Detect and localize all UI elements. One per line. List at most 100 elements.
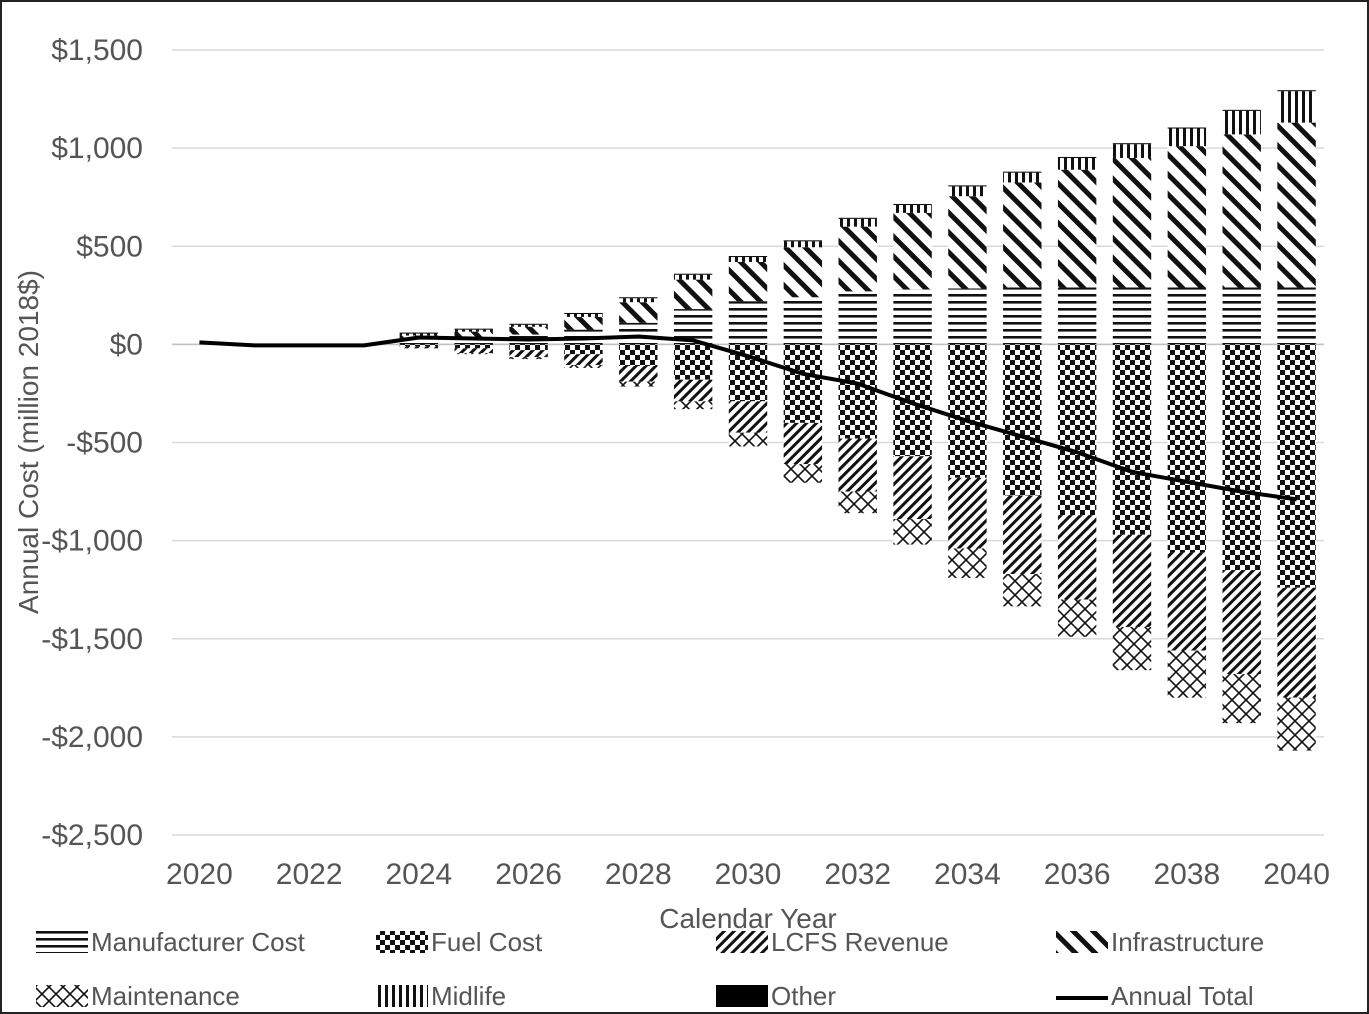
bar-maintenance-2040 [1277, 697, 1316, 751]
bar-midlife-2039 [1222, 110, 1261, 135]
bar-maintenance-2032 [838, 491, 877, 514]
bar-other-2028 [619, 297, 658, 299]
bar-other-2040 [1277, 90, 1316, 92]
legend-label-maintenance: Maintenance [91, 981, 240, 1011]
bar-lcfs-revenue-2031 [783, 422, 823, 465]
bar-manufacturer-cost-2030 [728, 301, 768, 345]
y-tick-label: $1,000 [51, 132, 143, 165]
bar-lcfs-revenue-2024 [399, 346, 439, 349]
bar-fuel-cost-2029 [673, 344, 713, 380]
bar-fuel-cost-2025 [454, 344, 493, 349]
bar-fuel-cost-2026 [509, 344, 548, 351]
y-axis-title: Annual Cost (million 2018$) [13, 270, 44, 614]
bar-midlife-2038 [1167, 128, 1207, 147]
bar-other-2032 [838, 217, 877, 219]
bar-midlife-2024 [399, 333, 439, 336]
bar-fuel-cost-2038 [1167, 344, 1207, 553]
annual-total-line-layer [199, 334, 1297, 502]
bar-maintenance-2033 [893, 519, 932, 545]
y-tick-label: $500 [76, 230, 143, 263]
bar-fuel-cost-2035 [1003, 344, 1042, 496]
bar-stacks [399, 90, 1316, 751]
bar-manufacturer-cost-2025 [454, 337, 493, 345]
bar-midlife-2032 [838, 218, 877, 227]
bar-infrastructure-2039 [1222, 134, 1261, 288]
bar-manufacturer-cost-2031 [783, 297, 823, 345]
bar-manufacturer-cost-2040 [1277, 287, 1316, 345]
bar-maintenance-2027 [564, 364, 603, 368]
bar-midlife-2028 [619, 298, 658, 303]
bar-lcfs-revenue-2030 [728, 401, 768, 433]
y-tick-label: -$500 [66, 427, 143, 460]
x-tick-label: 2038 [1153, 858, 1220, 891]
legend-label-lcfs-revenue: LCFS Revenue [771, 927, 949, 957]
bar-other-2024 [399, 332, 439, 334]
y-axis-ticks: $1,500 $1,000 $500 $0 -$500 -$1,000 -$1,500 -$2… [41, 34, 143, 852]
bar-midlife-2036 [1057, 157, 1097, 170]
bar-lcfs-revenue-2040 [1277, 587, 1316, 698]
x-tick-label: 2024 [385, 858, 452, 891]
bar-fuel-cost-2040 [1277, 344, 1316, 588]
bar-midlife-2030 [728, 257, 768, 262]
bar-midlife-2034 [948, 186, 987, 197]
bar-other-2027 [564, 312, 603, 314]
bar-maintenance-2039 [1222, 674, 1261, 724]
bar-lcfs-revenue-2035 [1003, 495, 1042, 574]
legend-swatch-manufacturer-cost [36, 931, 88, 953]
bar-other-2026 [509, 323, 548, 325]
bar-infrastructure-2032 [838, 226, 877, 292]
bar-other-2030 [728, 256, 768, 258]
bar-fuel-cost-2031 [783, 344, 823, 423]
bar-lcfs-revenue-2026 [509, 350, 548, 358]
bar-infrastructure-2027 [564, 316, 603, 330]
bar-manufacturer-cost-2034 [948, 288, 987, 345]
y-tick-label: -$1,000 [41, 525, 143, 558]
bar-fuel-cost-2028 [619, 344, 658, 366]
bar-midlife-2035 [1003, 172, 1042, 183]
bar-infrastructure-2030 [728, 261, 768, 302]
x-tick-label: 2040 [1263, 858, 1330, 891]
bar-other-2033 [893, 204, 932, 206]
bar-maintenance-2035 [1003, 573, 1042, 607]
bar-infrastructure-2025 [454, 331, 493, 338]
bar-fuel-cost-2034 [948, 344, 987, 478]
bar-lcfs-revenue-2036 [1057, 515, 1097, 600]
bar-maintenance-2028 [619, 381, 658, 387]
legend-label-infrastructure: Infrastructure [1111, 927, 1264, 957]
legend-swatch-fuel-cost [376, 931, 428, 953]
bar-manufacturer-cost-2024 [399, 339, 439, 345]
bar-manufacturer-cost-2035 [1003, 287, 1042, 345]
bar-manufacturer-cost-2032 [838, 291, 877, 345]
bar-maintenance-2034 [948, 548, 987, 578]
x-axis-title: Calendar Year [659, 903, 836, 934]
bar-fuel-cost-2032 [838, 344, 877, 439]
bar-infrastructure-2038 [1167, 146, 1207, 288]
bar-midlife-2025 [454, 329, 493, 332]
bar-other-2034 [948, 185, 987, 187]
bar-other-2037 [1112, 143, 1152, 145]
x-tick-label: 2028 [605, 858, 672, 891]
bar-infrastructure-2026 [509, 326, 548, 335]
x-tick-label: 2022 [276, 858, 343, 891]
y-tick-label: -$2,000 [41, 721, 143, 754]
bar-lcfs-revenue-2034 [948, 477, 987, 549]
bar-infrastructure-2029 [673, 279, 713, 310]
bar-maintenance-2030 [728, 432, 768, 447]
bar-maintenance-2029 [673, 401, 713, 410]
bar-lcfs-revenue-2032 [838, 438, 877, 492]
legend-label-annual-total: Annual Total [1111, 981, 1254, 1011]
bar-lcfs-revenue-2025 [454, 348, 493, 354]
bar-manufacturer-cost-2033 [893, 289, 932, 345]
bar-manufacturer-cost-2038 [1167, 287, 1207, 345]
bar-infrastructure-2040 [1277, 122, 1316, 288]
x-tick-label: 2020 [166, 858, 233, 891]
bar-maintenance-2026 [509, 357, 548, 360]
bar-infrastructure-2034 [948, 196, 987, 289]
x-tick-label: 2034 [934, 858, 1001, 891]
bar-maintenance-2037 [1112, 626, 1152, 671]
bar-lcfs-revenue-2029 [673, 379, 713, 402]
bar-midlife-2037 [1112, 144, 1152, 158]
bar-other-2029 [673, 273, 713, 275]
bar-fuel-cost-2037 [1112, 344, 1152, 535]
